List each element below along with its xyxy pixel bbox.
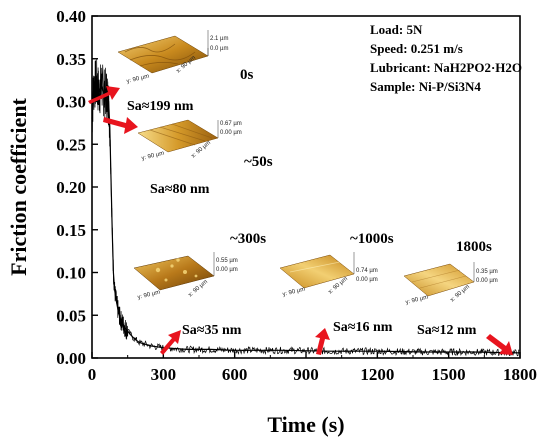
- afm-zmin-1000s: 0.00 µm: [356, 277, 378, 283]
- afm-zmax-300s: 0.55 µm: [216, 258, 238, 264]
- x-tick-label: 1800: [503, 365, 537, 384]
- x-tick-label: 1200: [360, 365, 394, 384]
- y-tick-label: 0.10: [56, 264, 86, 283]
- y-axis-title: Friction coefficient: [6, 97, 31, 275]
- arrow-50s: [103, 117, 138, 134]
- afm-zmax-0s: 2.1 µm: [210, 36, 228, 42]
- afm-inset-50s: 0.67 µm 0.00 µm y: 90 µm x: 90 µm ~50s S…: [137, 119, 273, 197]
- afm-yaxis-0s: y: 90 µm: [126, 74, 150, 85]
- info-lubricant: Lubricant: NaH2PO2·H2O: [370, 60, 522, 75]
- afm-inset-1000s: 0.74 µm 0.00 µm y: 90 µm x: 90 µm ~1000s…: [279, 231, 394, 335]
- afm-surface-0s: [117, 35, 209, 74]
- afm-inset-300s: 0.55 µm 0.00 µm y: 90 µm x: 90 µm ~300s …: [133, 231, 266, 338]
- y-tick-label: 0.30: [56, 93, 86, 112]
- x-tick-label: 1500: [432, 365, 466, 384]
- y-tick-label: 0.35: [56, 50, 86, 69]
- afm-inset-0s: 2.1 µm 0.0 µm y: 90 µm x: 90 µm 0s Sa≈19…: [117, 30, 254, 114]
- afm-inset-1800s: 0.35 µm 0.00 µm y: 90 µm x: 90 µm 1800s …: [403, 239, 498, 338]
- time-label-1000s: ~1000s: [350, 231, 394, 247]
- sa-label-1000s: Sa≈16 nm: [333, 320, 393, 335]
- friction-series-line: [91, 82, 521, 354]
- afm-yaxis-1000s: y: 90 µm: [282, 287, 306, 298]
- time-label-0s: 0s: [240, 67, 254, 83]
- x-axis-title: Time (s): [267, 412, 344, 437]
- time-label-300s: ~300s: [230, 231, 266, 247]
- arrow-1800s: [486, 334, 513, 355]
- afm-yaxis-50s: y: 90 µm: [141, 151, 165, 162]
- x-tick-label: 600: [222, 365, 248, 384]
- x-tick-label: 0: [88, 365, 97, 384]
- y-tick-label: 0.40: [56, 7, 86, 26]
- sa-label-0s: Sa≈199 nm: [127, 99, 194, 114]
- x-tick-label: 900: [293, 365, 319, 384]
- afm-zmax-50s: 0.67 µm: [220, 121, 242, 127]
- y-axis-ticks: 0.00 0.05 0.10 0.15 0.20 0.25 0.30 0.35 0.40: [56, 7, 98, 368]
- time-label-1800s: 1800s: [456, 239, 492, 255]
- y-tick-label: 0.15: [56, 221, 86, 240]
- pointer-arrows: [88, 86, 513, 355]
- afm-zmin-0s: 0.0 µm: [210, 46, 228, 52]
- y-tick-label: 0.05: [56, 306, 86, 325]
- afm-zmin-50s: 0.00 µm: [220, 130, 242, 136]
- time-label-50s: ~50s: [244, 154, 273, 170]
- x-axis-ticks: 0 300 600 900 1200 1500 1800: [88, 352, 537, 384]
- y-tick-label: 0.00: [56, 349, 86, 368]
- y-tick-label: 0.20: [56, 178, 86, 197]
- sa-label-50s: Sa≈80 nm: [150, 182, 210, 197]
- y-tick-label: 0.25: [56, 135, 86, 154]
- arrow-1000s: [315, 328, 330, 355]
- info-speed: Speed: 0.251 m/s: [370, 41, 463, 56]
- friction-noise-band: [91, 59, 520, 357]
- afm-zmax-1800s: 0.35 µm: [476, 269, 498, 275]
- test-conditions: Load: 5N Speed: 0.251 m/s Lubricant: NaH…: [370, 22, 522, 94]
- afm-zmin-300s: 0.00 µm: [216, 267, 238, 273]
- afm-zmax-1000s: 0.74 µm: [356, 268, 378, 274]
- afm-yaxis-1800s: y: 90 µm: [405, 295, 429, 306]
- afm-yaxis-300s: y: 90 µm: [137, 290, 161, 301]
- afm-zmin-1800s: 0.00 µm: [476, 278, 498, 284]
- arrow-300s: [160, 330, 181, 355]
- info-load: Load: 5N: [370, 22, 423, 37]
- sa-label-1800s: Sa≈12 nm: [417, 323, 477, 338]
- x-tick-label: 300: [151, 365, 177, 384]
- info-sample: Sample: Ni-P/Si3N4: [370, 79, 481, 94]
- sa-label-300s: Sa≈35 nm: [182, 323, 242, 338]
- arrow-0s: [88, 86, 120, 104]
